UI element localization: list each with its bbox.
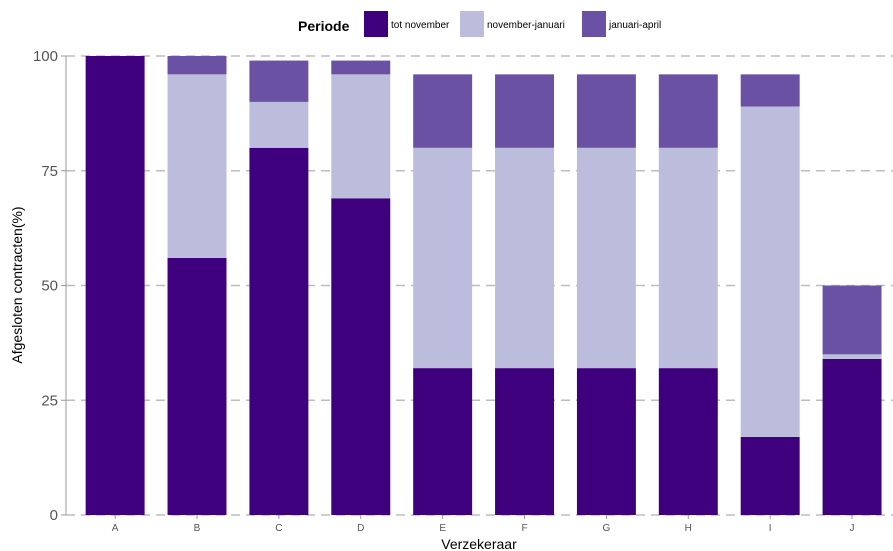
bar-E-series-2 xyxy=(413,147,473,369)
x-tick-label-F: F xyxy=(521,523,527,534)
legend-label-series-3: januari-april xyxy=(608,20,661,31)
y-tick-label-0: 0 xyxy=(50,507,58,524)
bar-F-series-3 xyxy=(495,74,555,148)
x-tick-label-H: H xyxy=(685,523,692,534)
bar-D-series-3 xyxy=(331,60,391,75)
legend-key-series-2 xyxy=(460,11,484,37)
x-tick-label-G: G xyxy=(603,523,611,534)
bar-B-series-3 xyxy=(167,56,227,75)
legend-key-series-1 xyxy=(364,11,388,37)
bar-C-series-3 xyxy=(249,60,309,102)
legend-title: Periode xyxy=(298,18,350,34)
bar-J-series-3 xyxy=(822,285,882,355)
y-tick-label-75: 75 xyxy=(41,163,58,180)
legend-label-series-1: tot november xyxy=(391,20,450,31)
bar-I-series-1 xyxy=(740,436,800,515)
bar-I-series-2 xyxy=(740,106,800,437)
bar-F-series-2 xyxy=(495,147,555,369)
y-tick-labels: 0 25 50 75 100 xyxy=(33,48,66,524)
legend: Periode tot november november-januari janu… xyxy=(298,11,661,37)
y-tick-label-50: 50 xyxy=(41,278,58,295)
x-tick-label-J: J xyxy=(850,523,855,534)
bar-D-series-2 xyxy=(331,74,391,199)
legend-label-series-2: november-januari xyxy=(487,20,565,31)
bar-J-series-2 xyxy=(822,354,882,359)
x-tick-label-C: C xyxy=(275,523,282,534)
y-tick-label-100: 100 xyxy=(33,48,58,65)
bar-I-series-3 xyxy=(740,74,800,107)
bars xyxy=(85,56,882,516)
x-tick-label-I: I xyxy=(769,523,772,534)
bar-C-series-2 xyxy=(249,101,309,148)
bar-B-series-1 xyxy=(167,257,227,515)
bar-E-series-1 xyxy=(413,368,473,515)
x-axis-title: Verzekeraar xyxy=(441,536,517,551)
bar-H-series-3 xyxy=(658,74,718,148)
bar-A-series-1 xyxy=(85,56,145,515)
bar-B-series-2 xyxy=(167,74,227,258)
x-tick-labels: A B C D E F G H I J xyxy=(112,515,855,534)
y-axis-title: Afgesloten contracten(%) xyxy=(9,206,25,363)
bar-E-series-3 xyxy=(413,74,473,148)
bar-G-series-1 xyxy=(576,368,636,515)
bar-G-series-3 xyxy=(576,74,636,148)
bar-G-series-2 xyxy=(576,147,636,369)
x-tick-label-B: B xyxy=(194,523,201,534)
x-tick-label-A: A xyxy=(112,523,119,534)
bar-H-series-1 xyxy=(658,368,718,515)
bar-F-series-1 xyxy=(495,368,555,515)
x-tick-label-D: D xyxy=(357,523,364,534)
x-tick-label-E: E xyxy=(439,523,446,534)
bar-H-series-2 xyxy=(658,147,718,369)
bar-J-series-1 xyxy=(822,358,882,515)
bar-C-series-1 xyxy=(249,147,309,516)
bar-D-series-1 xyxy=(331,198,391,516)
legend-items: tot november november-januari januari-apri… xyxy=(364,11,661,37)
y-tick-label-25: 25 xyxy=(41,392,58,409)
legend-key-series-3 xyxy=(582,11,606,37)
